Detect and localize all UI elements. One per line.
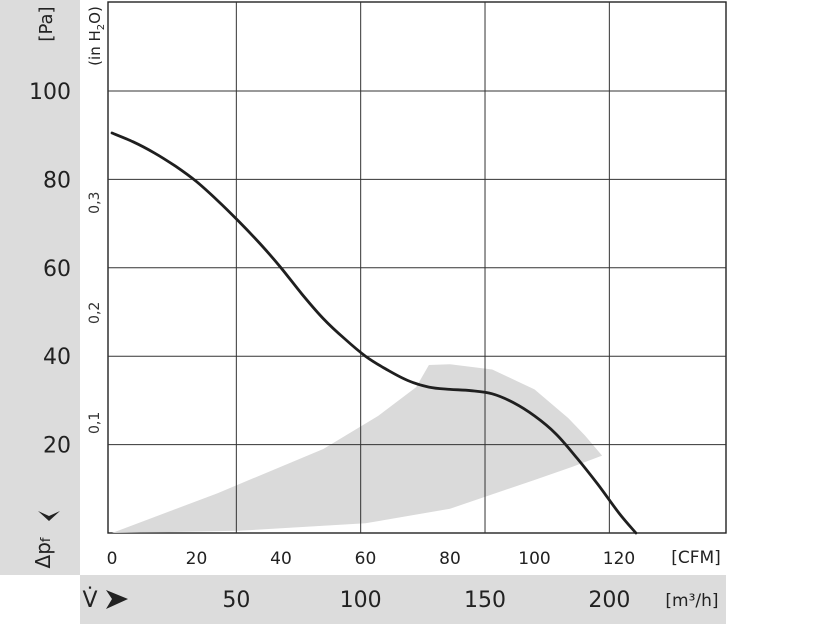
cfm-tick-label: 20 — [186, 549, 208, 569]
m3h-tick-label: 200 — [588, 588, 630, 613]
inh2o-tick-label: 0,1 — [87, 412, 103, 434]
m3h-tick-label: 100 — [340, 588, 382, 613]
m3h-tick-label: 150 — [464, 588, 506, 613]
y-arrow-icon — [38, 511, 60, 521]
grid-lines — [108, 2, 726, 533]
y-axis-label: Δpf — [31, 537, 55, 568]
left-tick-labels: 20 40 60 80 100 — [29, 80, 71, 459]
y-unit-pa: [Pa] — [36, 6, 57, 41]
x-arrow-icon — [106, 590, 128, 609]
y-unit-inh2o: (in H2O) — [86, 6, 107, 66]
m3h-tick-label: 50 — [222, 588, 250, 613]
cfm-tick-label: 0 — [107, 549, 118, 569]
cfm-tick-labels: 0 20 40 60 80 100 120 — [107, 549, 636, 569]
bottom-axis-band — [80, 575, 726, 624]
y-tick-label: 20 — [43, 434, 71, 459]
cfm-tick-label: 60 — [355, 549, 377, 569]
y-tick-label: 40 — [43, 345, 71, 370]
x-axis-label: V̇ — [82, 587, 97, 613]
x-unit-m3h: [m³/h] — [665, 591, 718, 611]
inner-tick-labels: 0,1 0,2 0,3 — [87, 192, 103, 434]
cfm-tick-label: 120 — [603, 549, 635, 569]
m3h-tick-labels: 50 100 150 200 — [222, 588, 630, 613]
left-axis-band — [0, 0, 80, 575]
cfm-tick-label: 40 — [270, 549, 292, 569]
inh2o-tick-label: 0,2 — [87, 302, 103, 324]
cfm-tick-label: 80 — [439, 549, 461, 569]
y-tick-label: 80 — [43, 168, 71, 193]
cfm-tick-label: 100 — [518, 549, 550, 569]
inh2o-tick-label: 0,3 — [87, 192, 103, 214]
operating-area — [112, 364, 603, 533]
y-tick-label: 60 — [43, 257, 71, 282]
performance-curve — [110, 131, 638, 535]
x-unit-cfm: [CFM] — [671, 548, 721, 568]
y-tick-label: 100 — [29, 80, 71, 105]
